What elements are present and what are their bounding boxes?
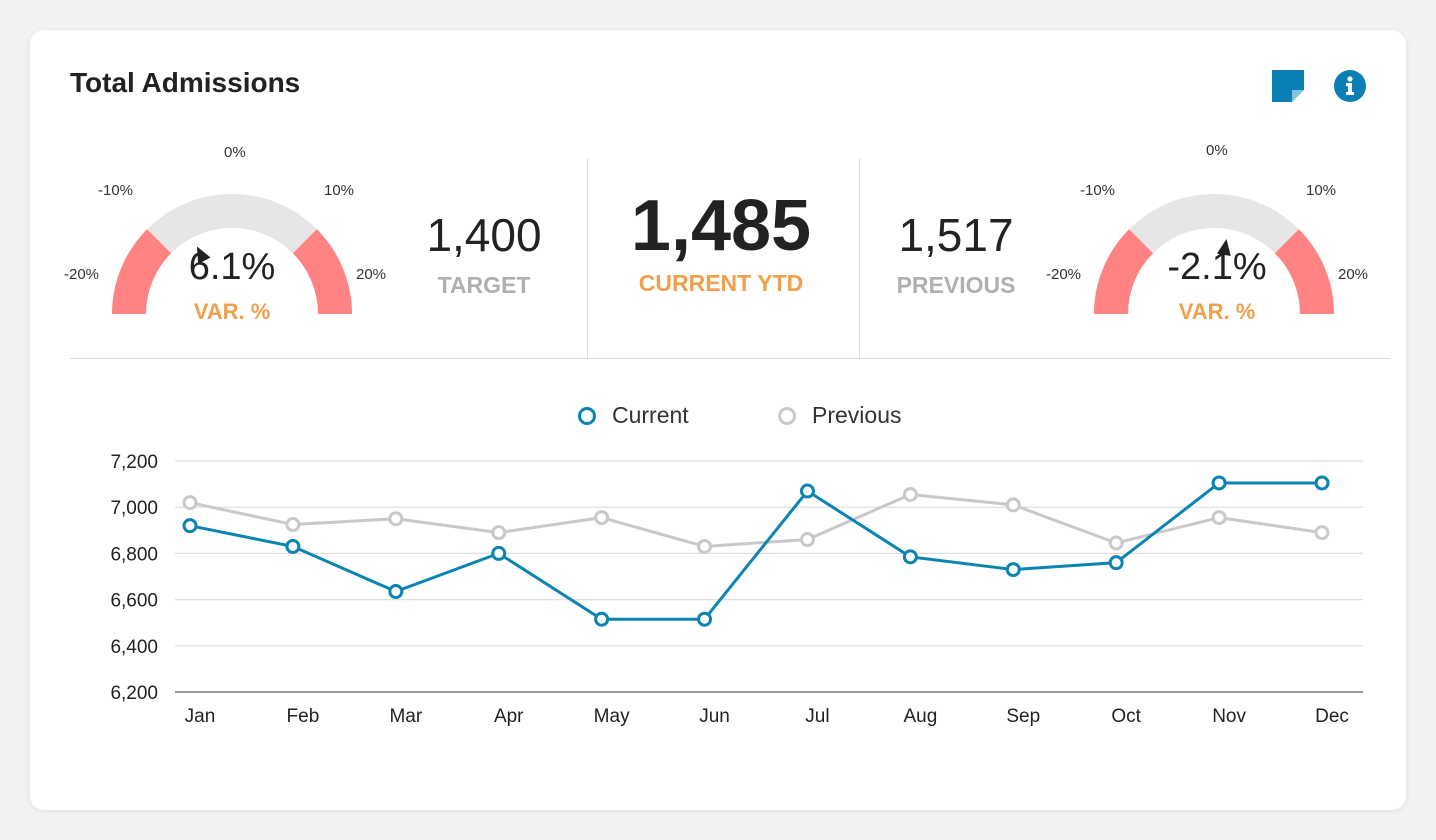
y-tick-label: 6,400: [110, 637, 158, 658]
data-point-previous[interactable]: [1211, 510, 1227, 526]
data-point-previous[interactable]: [491, 525, 507, 541]
data-point-previous[interactable]: [902, 486, 918, 502]
kpi-previous-label: PREVIOUS: [896, 272, 1016, 298]
data-point-previous[interactable]: [1314, 525, 1330, 541]
data-point-previous[interactable]: [1108, 535, 1124, 551]
x-tick-label: Jun: [699, 706, 730, 727]
data-point-current[interactable]: [1005, 562, 1021, 578]
legend-label-previous: Previous: [812, 402, 902, 428]
data-point-previous[interactable]: [594, 510, 610, 526]
gauge-tick-20: 20%: [356, 266, 387, 283]
data-point-previous[interactable]: [799, 532, 815, 548]
gauge-tick-0: 0%: [1206, 142, 1228, 159]
gauge-tick-20: 20%: [1338, 266, 1369, 283]
series-line-current: [189, 481, 1322, 621]
gauge-arc: [112, 194, 352, 314]
data-point-current[interactable]: [285, 538, 301, 554]
gauge-arc: [1094, 194, 1334, 314]
x-tick-label: Dec: [1315, 706, 1349, 727]
legend-label-current: Current: [612, 402, 689, 428]
data-point-current[interactable]: [491, 545, 507, 561]
kpi-target: 1,400 TARGET: [404, 212, 564, 299]
kpi-previous: 1,517 PREVIOUS: [876, 212, 1036, 299]
y-tick-label: 6,200: [110, 683, 158, 704]
sticky-note-button[interactable]: [1272, 70, 1304, 102]
gauge-tick-10: 10%: [1306, 182, 1337, 199]
gauge-tick-minus10: -10%: [98, 182, 134, 199]
variance-gauge-left: -20% -10% 0% 10% 20% 6.1% VAR. %: [64, 130, 400, 370]
kpi-current-value: 1,485: [630, 186, 812, 266]
data-point-current[interactable]: [1314, 475, 1330, 491]
gauge-label: VAR. %: [193, 299, 271, 324]
x-tick-label: Jul: [805, 706, 829, 727]
sticky-note-icon: [1272, 70, 1304, 102]
legend-item-previous[interactable]: Previous: [778, 402, 901, 429]
variance-gauge-right: -20% -10% 0% 10% 20% -2.1% VAR. %: [1046, 130, 1382, 370]
data-point-current[interactable]: [388, 584, 404, 600]
data-point-current[interactable]: [1211, 475, 1227, 491]
divider: [587, 158, 588, 358]
gauge-neutral-band: [147, 194, 317, 254]
series-line-previous: [189, 492, 1323, 548]
data-point-previous[interactable]: [182, 495, 198, 511]
gauge-tick-minus10: -10%: [1080, 182, 1116, 199]
data-point-previous[interactable]: [1005, 497, 1021, 513]
y-tick-label: 6,800: [110, 544, 158, 565]
data-point-previous[interactable]: [697, 538, 713, 554]
gauge-value: 6.1%: [188, 246, 276, 288]
data-point-current[interactable]: [594, 611, 610, 627]
data-point-current[interactable]: [697, 611, 713, 627]
card-title: Total Admissions: [70, 67, 301, 98]
gauge-red-band-high: [292, 229, 352, 314]
kpi-target-value: 1,400: [426, 209, 542, 261]
divider: [859, 158, 860, 358]
x-tick-label: Aug: [903, 706, 937, 727]
x-tick-label: Oct: [1111, 706, 1141, 727]
y-tick-label: 6,600: [110, 591, 158, 612]
gauge-red-band-low: [1094, 229, 1154, 314]
legend-marker-current: [578, 406, 596, 425]
data-point-current[interactable]: [1108, 555, 1124, 571]
x-tick-label: Jan: [185, 706, 216, 727]
kpi-target-label: TARGET: [437, 272, 531, 298]
x-tick-label: May: [594, 706, 630, 727]
legend-marker-previous: [778, 406, 796, 425]
info-circle-icon: [1334, 70, 1366, 102]
gauge-tick-10: 10%: [324, 182, 355, 199]
legend-item-current[interactable]: Current: [578, 402, 689, 429]
section-divider: [70, 358, 1390, 359]
chart-legend: Current Previous: [30, 402, 1406, 436]
x-tick-label: Sep: [1006, 706, 1040, 727]
kpi-previous-value: 1,517: [898, 209, 1014, 261]
gauge-tick-0: 0%: [224, 144, 246, 161]
kpi-current-ytd: 1,485 CURRENT YTD: [596, 190, 846, 297]
gauge-pointer-icon: [1216, 239, 1231, 256]
x-tick-label: Mar: [389, 706, 422, 727]
gauge-tick-minus20: -20%: [1046, 266, 1082, 283]
x-tick-label: Nov: [1212, 706, 1246, 727]
info-button[interactable]: [1334, 70, 1366, 102]
kpi-current-label: CURRENT YTD: [638, 270, 804, 296]
gauge-value: -2.1%: [1167, 246, 1267, 288]
total-admissions-card: Total Admissions -20% -10% 0% 10% 20% 6.…: [30, 30, 1406, 810]
x-tick-label: Apr: [494, 706, 524, 727]
gauge-label: VAR. %: [1178, 299, 1256, 324]
data-point-current[interactable]: [902, 549, 918, 565]
y-tick-label: 7,200: [110, 452, 158, 473]
gauge-neutral-band: [1129, 194, 1299, 254]
data-point-previous[interactable]: [388, 511, 404, 527]
gauge-red-band-low: [112, 229, 172, 314]
x-tick-label: Feb: [287, 706, 320, 727]
gauge-tick-minus20: -20%: [64, 266, 100, 283]
data-point-current[interactable]: [799, 483, 815, 499]
data-point-previous[interactable]: [285, 517, 301, 533]
data-point-current[interactable]: [182, 518, 198, 534]
gauge-red-band-high: [1274, 229, 1334, 314]
y-tick-label: 7,000: [110, 498, 158, 519]
gauge-pointer-icon: [196, 246, 211, 264]
